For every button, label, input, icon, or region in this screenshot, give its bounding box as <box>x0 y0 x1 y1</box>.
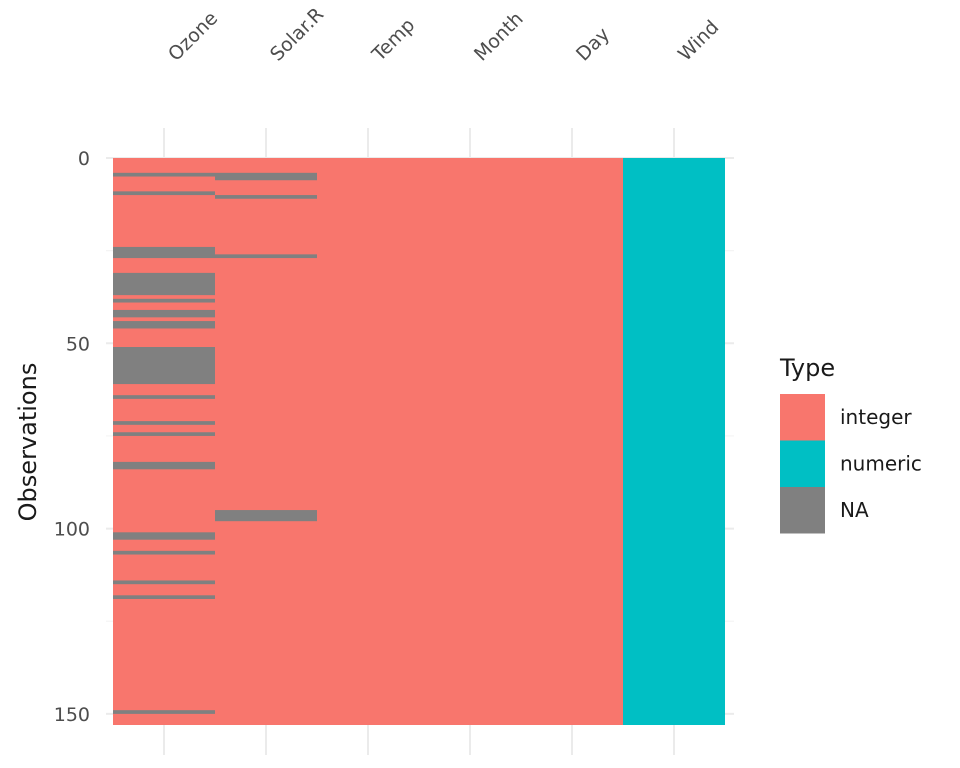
column-cells-month <box>419 158 521 725</box>
missing-cell <box>113 272 215 296</box>
heatmap-cells <box>113 158 725 725</box>
missing-cell <box>215 172 317 181</box>
missing-cell <box>113 395 215 399</box>
missing-cell <box>113 595 215 599</box>
y-tick-label: 150 <box>54 704 90 726</box>
missing-cell <box>113 421 215 425</box>
column-cells-day <box>521 158 623 725</box>
y-tick-label: 50 <box>66 333 90 355</box>
x-tick-labels: Ozone Solar.R Temp Month Day Wind <box>164 3 723 66</box>
missing-cell <box>113 172 215 177</box>
x-tick-label: Solar.R <box>266 3 328 65</box>
missing-cell <box>113 298 215 303</box>
column-cells-wind <box>623 158 725 725</box>
column-cells-solarr <box>215 158 317 725</box>
legend-label: integer <box>840 405 912 429</box>
missing-cell <box>113 580 215 585</box>
y-tick-label: 0 <box>78 148 90 170</box>
missing-cell <box>113 347 215 385</box>
missing-cell <box>113 461 215 470</box>
y-axis-title: Observations <box>14 363 42 522</box>
legend-label: NA <box>840 498 869 522</box>
x-tick-label: Temp <box>367 14 419 66</box>
missing-cell <box>113 321 215 329</box>
column-cells-temp <box>317 158 419 725</box>
missing-cell <box>215 510 317 522</box>
missing-cell <box>113 532 215 540</box>
y-tick-label: 100 <box>54 519 90 541</box>
x-tick-label: Ozone <box>164 7 222 65</box>
legend-title: Type <box>779 354 835 382</box>
missing-cell <box>113 710 215 714</box>
missing-cell <box>113 246 215 259</box>
legend-key-integer <box>780 394 825 441</box>
missing-cell <box>113 309 215 318</box>
x-tick-label: Month <box>470 8 528 66</box>
x-tick-label: Wind <box>674 16 723 65</box>
missing-cell <box>113 191 215 196</box>
y-tick-labels: 0 50 100 150 <box>54 148 90 726</box>
missing-cell <box>215 254 317 259</box>
legend-key-na <box>780 487 825 534</box>
missing-cell <box>215 195 317 199</box>
column-cells-ozone <box>113 158 215 725</box>
legend-key-numeric <box>780 440 825 487</box>
x-tick-label: Day <box>572 23 614 65</box>
legend: Type integer numeric NA <box>779 354 922 534</box>
missing-cell <box>113 550 215 555</box>
legend-label: numeric <box>840 452 922 476</box>
missing-cell <box>113 432 215 436</box>
